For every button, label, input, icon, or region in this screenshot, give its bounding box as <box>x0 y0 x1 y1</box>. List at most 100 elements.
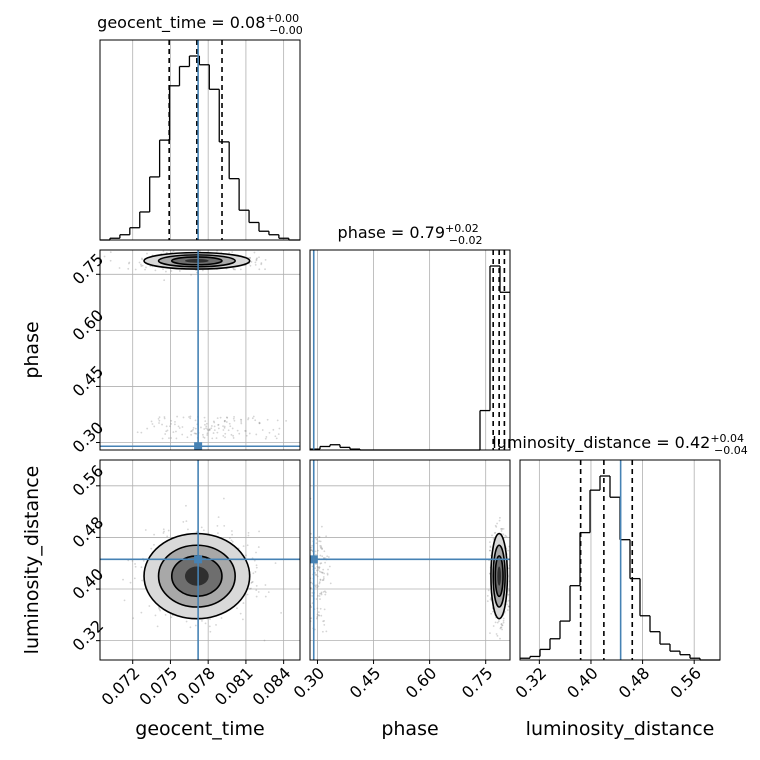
tick-label-x-geocent_time-3: 0.081 <box>211 663 257 709</box>
sample-point2-phase-luminosity_distance-87 <box>316 586 319 589</box>
sample-point2-phase-luminosity_distance-75 <box>320 614 323 617</box>
sample-point2-geocent_time-phase-9 <box>213 425 216 428</box>
sample-point2-geocent_time-phase-44 <box>251 417 254 420</box>
sample-point2-geocent_time-phase-2 <box>205 422 208 425</box>
sample-point2-phase-luminosity_distance-115 <box>317 594 319 597</box>
sample-point-geocent_time-luminosity_distance-194 <box>140 566 143 569</box>
sample-point2-phase-luminosity_distance-0 <box>318 540 321 543</box>
sample-point-geocent_time-luminosity_distance-493 <box>153 533 156 536</box>
sample-point2-phase-luminosity_distance-15 <box>316 584 318 587</box>
injection-marker-geocent_time-luminosity_distance <box>194 555 203 564</box>
sample-point-geocent_time-luminosity_distance-398 <box>158 608 161 611</box>
sample-point-phase-luminosity_distance-281 <box>496 522 499 525</box>
sample-point-geocent_time-luminosity_distance-511 <box>257 546 260 548</box>
sample-point2-phase-luminosity_distance-113 <box>314 536 317 539</box>
sample-point-geocent_time-phase-125 <box>264 268 266 271</box>
sample-point2-phase-luminosity_distance-12 <box>310 546 313 549</box>
sample-point-phase-luminosity_distance-326 <box>501 527 503 530</box>
sample-point2-phase-luminosity_distance-41 <box>320 593 323 596</box>
sample-point2-phase-luminosity_distance-2 <box>310 549 313 552</box>
sample-point-geocent_time-luminosity_distance-465 <box>247 534 250 537</box>
density-level-geocent_time-phase-3 <box>184 258 209 263</box>
sample-point2-geocent_time-phase-52 <box>175 437 178 440</box>
sample-point-geocent_time-luminosity_distance-472 <box>195 530 198 533</box>
sample-point2-phase-luminosity_distance-56 <box>314 573 317 576</box>
sample-point-phase-luminosity_distance-531 <box>501 628 503 631</box>
sample-point2-geocent_time-phase-58 <box>192 428 194 431</box>
sample-point2-geocent_time-phase-43 <box>233 419 236 422</box>
sample-point-phase-luminosity_distance-407 <box>487 589 490 592</box>
sample-point2-phase-luminosity_distance-3 <box>325 535 328 538</box>
sample-point2-geocent_time-phase-42 <box>223 420 226 422</box>
sample-point-geocent_time-luminosity_distance-173 <box>162 528 165 531</box>
sample-point-geocent_time-luminosity_distance-533 <box>204 622 207 625</box>
sample-point-geocent_time-phase-438 <box>250 260 253 263</box>
sample-point2-geocent_time-phase-83 <box>158 416 161 419</box>
sample-point2-geocent_time-phase-120 <box>217 427 220 430</box>
sample-point2-geocent_time-phase-11 <box>150 420 153 423</box>
sample-point2-geocent_time-phase-36 <box>186 436 189 439</box>
sample-point2-geocent_time-phase-111 <box>255 433 258 436</box>
sample-point-phase-luminosity_distance-211 <box>502 619 505 622</box>
sample-point2-geocent_time-phase-56 <box>222 425 224 427</box>
sample-point2-geocent_time-phase-20 <box>227 429 230 432</box>
sample-point2-geocent_time-phase-94 <box>194 432 197 435</box>
sample-point2-geocent_time-phase-15 <box>181 426 184 428</box>
sample-point-geocent_time-phase-539 <box>162 268 164 271</box>
sample-point-phase-luminosity_distance-43 <box>489 632 491 635</box>
sample-point2-geocent_time-phase-103 <box>210 425 213 427</box>
sample-point2-geocent_time-phase-46 <box>194 427 197 430</box>
sample-point-phase-luminosity_distance-599 <box>506 603 508 606</box>
sample-point2-phase-luminosity_distance-76 <box>321 630 324 633</box>
sample-point2-phase-luminosity_distance-106 <box>322 576 325 578</box>
sample-point-geocent_time-phase-355 <box>140 257 143 260</box>
sample-point2-phase-luminosity_distance-100 <box>318 570 321 573</box>
sample-point-phase-luminosity_distance-614 <box>499 637 501 640</box>
sample-point2-phase-luminosity_distance-17 <box>317 585 320 588</box>
sample-point-geocent_time-luminosity_distance-451 <box>170 616 173 619</box>
tick-label-x-geocent_time-4: 0.084 <box>249 663 295 709</box>
sample-point2-phase-luminosity_distance-14 <box>323 608 326 611</box>
sample-point-phase-luminosity_distance-583 <box>494 524 497 527</box>
sample-point-geocent_time-luminosity_distance-526 <box>208 625 211 628</box>
sample-point2-geocent_time-phase-41 <box>213 429 216 432</box>
sample-point-phase-luminosity_distance-379 <box>501 624 504 627</box>
sample-point2-geocent_time-phase-63 <box>208 429 211 432</box>
sample-point2-geocent_time-phase-23 <box>170 437 173 439</box>
sample-point-geocent_time-luminosity_distance-219 <box>250 582 253 584</box>
sample-point-geocent_time-luminosity_distance-449 <box>258 530 260 533</box>
sample-point-geocent_time-phase-148 <box>138 261 141 264</box>
sample-point-phase-luminosity_distance-66 <box>488 541 491 543</box>
sample-point-geocent_time-luminosity_distance-95 <box>202 529 205 532</box>
sample-point-geocent_time-luminosity_distance-374 <box>123 599 126 602</box>
sample-point2-phase-luminosity_distance-99 <box>318 614 321 617</box>
sample-point2-phase-luminosity_distance-11 <box>323 550 326 553</box>
sample-point2-geocent_time-phase-79 <box>265 436 268 438</box>
sample-point2-phase-luminosity_distance-134 <box>321 548 323 551</box>
sample-point-geocent_time-phase-53 <box>258 256 260 259</box>
sample-point2-phase-luminosity_distance-98 <box>316 607 319 610</box>
sample-point-geocent_time-phase-261 <box>141 258 144 261</box>
sample-point-geocent_time-phase-459 <box>140 265 143 267</box>
sample-point2-phase-luminosity_distance-132 <box>306 562 308 564</box>
sample-point-geocent_time-luminosity_distance-122 <box>164 614 167 616</box>
sample-point-geocent_time-phase-130 <box>234 268 236 271</box>
sample-point2-geocent_time-phase-70 <box>172 431 175 434</box>
sample-point2-geocent_time-phase-32 <box>224 432 227 435</box>
panel-frame-hist-luminosity_distance <box>519 459 721 661</box>
sample-point2-phase-luminosity_distance-86 <box>326 573 329 576</box>
sample-point-phase-luminosity_distance-484 <box>492 610 494 613</box>
sample-point2-geocent_time-phase-6 <box>238 432 241 435</box>
sample-point-phase-luminosity_distance-301 <box>494 621 497 624</box>
title-minus-luminosity_distance: −0.04 <box>714 444 748 457</box>
sample-point-phase-luminosity_distance-445 <box>497 620 500 623</box>
sample-point-geocent_time-phase-289 <box>228 252 231 254</box>
sample-point2-geocent_time-phase-25 <box>169 425 171 428</box>
sample-point2-phase-luminosity_distance-124 <box>320 562 323 565</box>
sample-point2-phase-luminosity_distance-72 <box>311 544 313 547</box>
sample-point2-geocent_time-phase-54 <box>261 429 264 431</box>
sample-point-geocent_time-luminosity_distance-353 <box>167 529 170 532</box>
sample-point2-phase-luminosity_distance-20 <box>318 567 321 570</box>
sample-point-geocent_time-phase-623 <box>255 258 258 261</box>
